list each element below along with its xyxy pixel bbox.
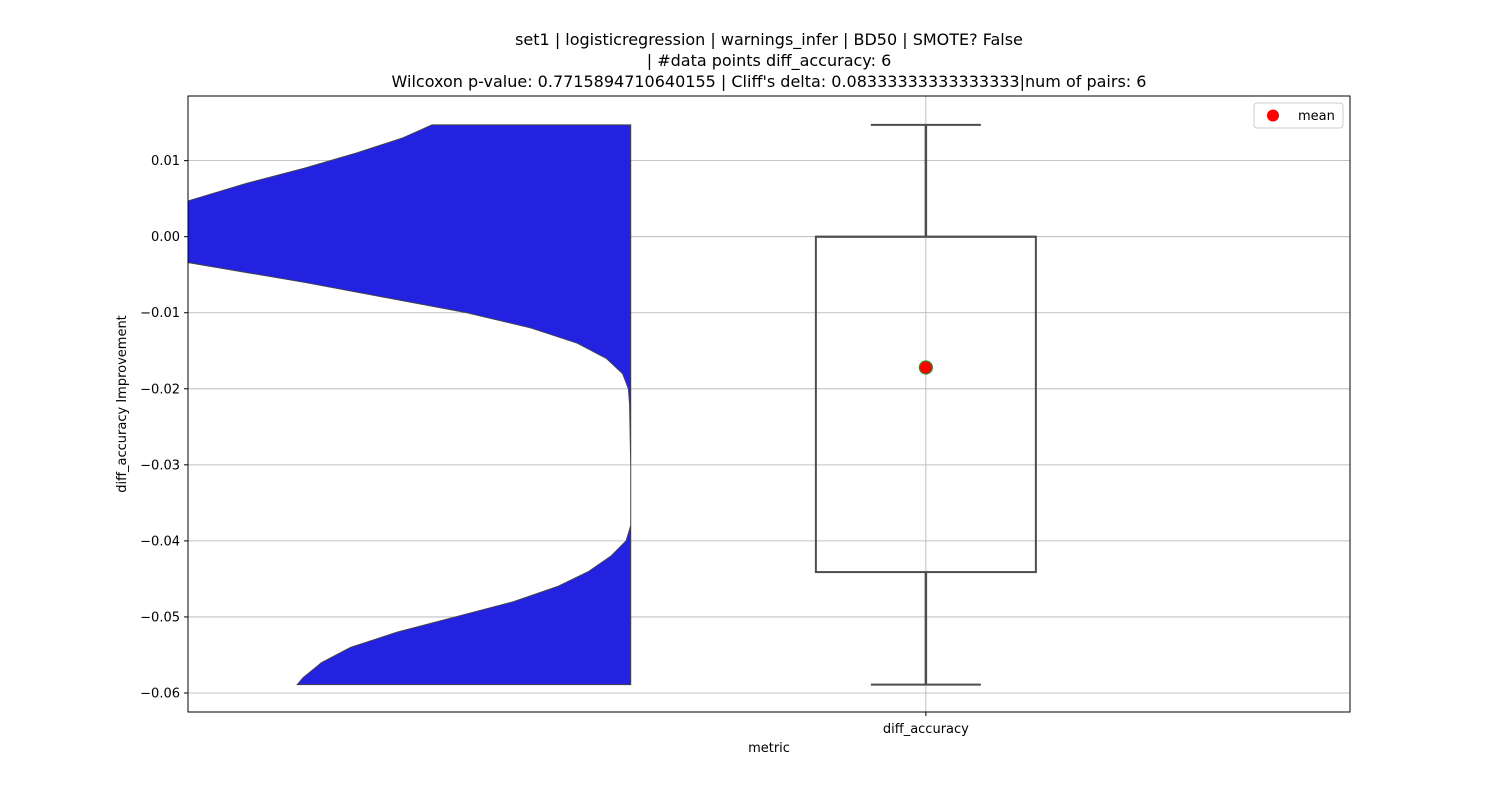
mean-marker	[918, 360, 933, 375]
y-tick-label-2: −0.01	[140, 306, 180, 321]
plot-frame	[187, 95, 1351, 713]
y-axis-label: diff_accuracy Improvement	[115, 315, 130, 493]
legend-mean-label: mean	[1298, 109, 1335, 124]
y-tick-label-1: 0.00	[151, 230, 180, 245]
violin-shape	[187, 124, 632, 686]
legend: mean	[1253, 102, 1344, 129]
x-axis-label: metric	[748, 741, 790, 756]
y-tick-label-3: −0.02	[140, 382, 180, 397]
y-axis-ticks: 0.01 0.00 −0.01 −0.02 −0.03 −0.04 −0.05 −0.06	[140, 154, 188, 701]
x-axis-ticks: diff_accuracy	[883, 712, 969, 737]
legend-mean-marker	[1267, 109, 1279, 122]
y-tick-label-7: −0.06	[140, 686, 180, 701]
y-tick-label-4: −0.03	[140, 458, 180, 473]
x-tick-label-0: diff_accuracy	[883, 722, 969, 737]
chart-title-line-3: Wilcoxon p-value: 0.7715894710640155 | C…	[391, 72, 1147, 91]
chart-title-line-2: | #data points diff_accuracy: 6	[646, 51, 892, 70]
box-plot	[814, 123, 1037, 686]
chart-title-line-1: set1 | logisticregression | warnings_inf…	[515, 30, 1023, 49]
y-tick-label-6: −0.05	[140, 610, 180, 625]
y-tick-label-5: −0.04	[140, 534, 180, 549]
legend-frame	[1253, 102, 1344, 129]
y-tick-label-0: 0.01	[151, 154, 180, 169]
